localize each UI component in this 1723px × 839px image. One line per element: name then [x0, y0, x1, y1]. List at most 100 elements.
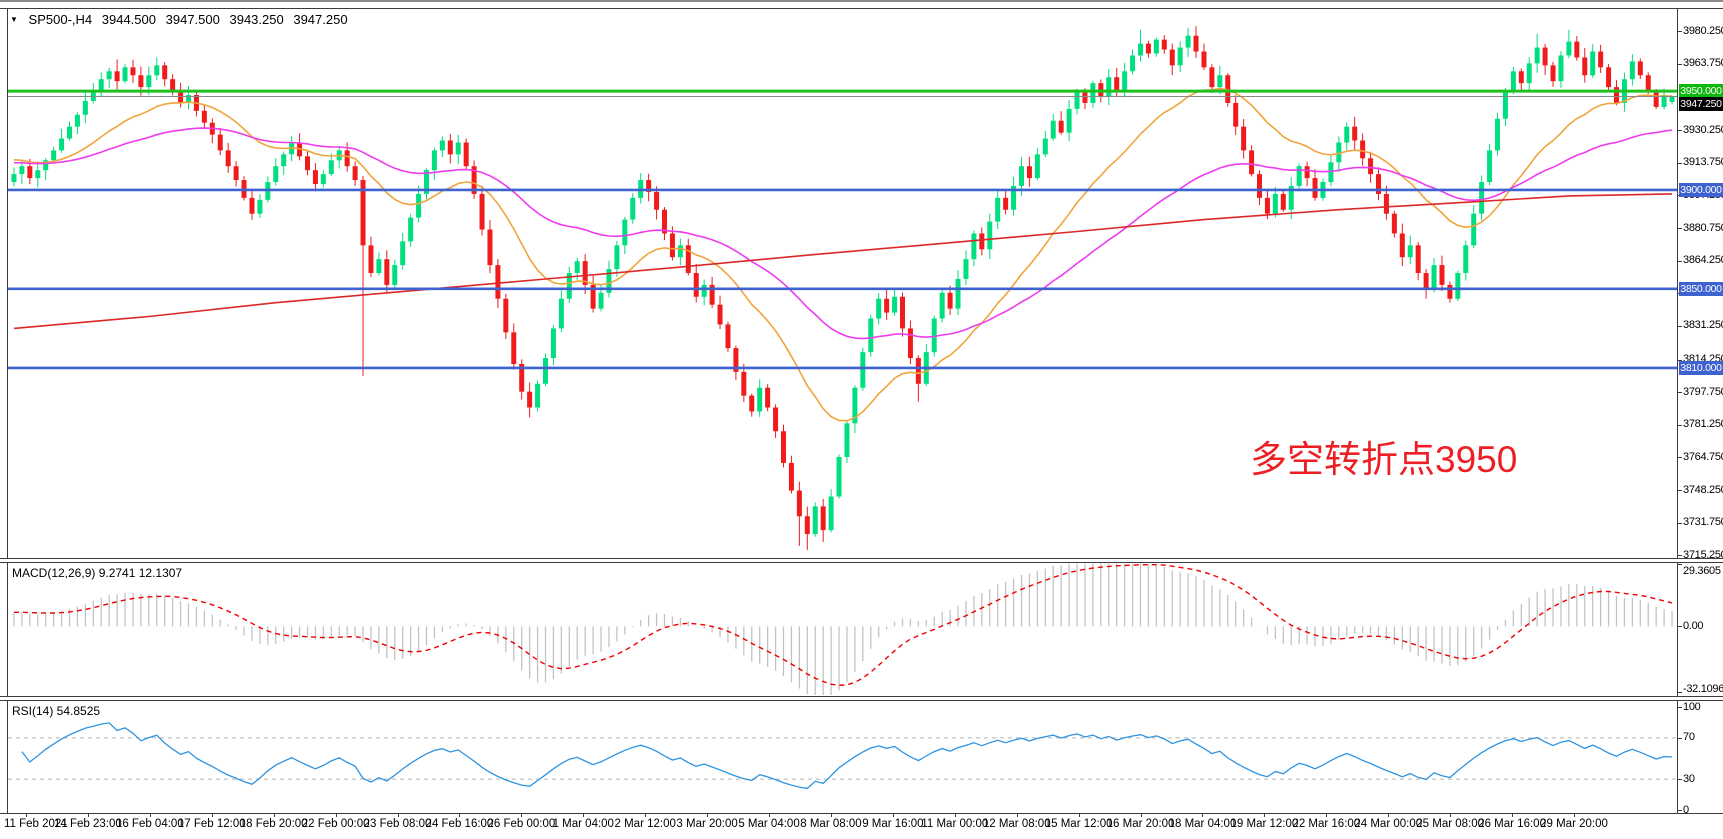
axis-tick	[336, 814, 337, 817]
candle-body	[146, 75, 152, 88]
candle-body	[352, 166, 358, 181]
candle-body	[1114, 77, 1120, 92]
axis-tick	[1202, 814, 1203, 817]
candle-body	[1669, 96, 1675, 102]
candle-body	[717, 304, 723, 325]
candle-body	[447, 140, 453, 155]
candle-body	[907, 328, 913, 359]
axis-tick	[955, 814, 956, 817]
candle-body	[431, 150, 437, 171]
candle-body	[654, 191, 660, 210]
candle-body	[1606, 67, 1612, 88]
candle-body	[1011, 186, 1017, 210]
time-axis-label: 25 Mar 08:00	[1416, 818, 1485, 830]
candle-body	[820, 506, 826, 531]
candle-body	[439, 140, 445, 151]
candle-body	[773, 407, 779, 432]
candle-body	[1034, 154, 1040, 179]
candle-body	[876, 298, 882, 319]
candle-body	[122, 67, 128, 82]
candle-body	[106, 71, 112, 80]
candle-body	[154, 65, 160, 76]
time-axis-label: 11 Mar 00:00	[921, 818, 989, 830]
chart-title-symbol: SP500-,H4	[28, 12, 93, 27]
axis-tick	[1678, 260, 1682, 262]
candle-body	[987, 221, 993, 250]
main-plot[interactable]	[7, 26, 1677, 550]
candle-body	[201, 110, 207, 123]
candle-body	[1502, 91, 1508, 119]
rsi-plot[interactable]	[8, 722, 1676, 790]
candle-body	[1241, 126, 1247, 151]
candle-body	[1471, 213, 1477, 246]
candle-body	[1257, 174, 1262, 198]
macd-axis-label: -32.1096	[1683, 683, 1723, 695]
price-tick-label: 3963.750	[1683, 57, 1723, 70]
candle-body	[781, 431, 786, 463]
candle-body	[170, 79, 176, 92]
candle-body	[233, 166, 239, 181]
candle-body	[360, 180, 366, 246]
mid-ma-line[interactable]	[13, 127, 1673, 340]
candle-body	[931, 318, 937, 353]
axis-tick	[150, 814, 151, 817]
axis-tick	[1678, 707, 1682, 708]
time-axis-label: 9 Mar 16:00	[862, 818, 924, 830]
axis-tick	[212, 814, 213, 817]
candle-body	[796, 490, 802, 517]
candle-body	[1312, 178, 1318, 198]
candle-body	[455, 142, 461, 155]
candle-body	[1510, 71, 1516, 92]
window-top-border	[0, 0, 1723, 2]
candle-body	[503, 298, 509, 333]
slow-ma-line[interactable]	[13, 193, 1673, 330]
candle-body	[860, 352, 866, 388]
candle-body	[67, 126, 72, 139]
annotation-text[interactable]: 多空转折点3950	[1250, 439, 1518, 480]
candle-body	[463, 142, 469, 167]
candle-body	[1399, 233, 1405, 258]
price-badge-3900.000: 3900.000	[1679, 182, 1723, 197]
macd-rsi-separator[interactable]	[0, 696, 1723, 701]
axis-tick	[1678, 555, 1682, 557]
candle-body	[130, 67, 136, 76]
candle-body	[1233, 102, 1239, 127]
candle-body	[368, 245, 374, 274]
candle-body	[709, 284, 715, 305]
rsi-line[interactable]	[21, 722, 1673, 790]
candle-body	[424, 170, 429, 194]
macd-plot[interactable]	[13, 563, 1673, 695]
candle-body	[19, 166, 25, 175]
time-axis-label: 24 Mar 00:00	[1354, 818, 1423, 830]
candle-body	[1439, 265, 1445, 285]
candle-body	[1653, 91, 1659, 107]
ohlc-close: 3947.250	[293, 12, 348, 27]
fast-ma-line[interactable]	[13, 87, 1672, 422]
candle-body	[527, 391, 533, 408]
candle-body	[1169, 49, 1175, 66]
candle-body	[225, 150, 231, 167]
axis-tick	[459, 814, 460, 817]
candle-body	[1558, 55, 1564, 82]
main-macd-separator[interactable]	[0, 558, 1723, 563]
candle-body	[677, 245, 683, 258]
time-axis-separator[interactable]	[0, 813, 1723, 814]
rsi-axis-label: 100	[1683, 700, 1701, 713]
axis-tick	[521, 814, 522, 817]
price-tick-label: 3797.750	[1683, 385, 1723, 398]
price-axis-separator[interactable]	[1677, 8, 1678, 814]
candle-body	[963, 259, 969, 279]
price-badge-3947.250: 3947.250	[1679, 96, 1723, 111]
price-tick-label: 3880.750	[1683, 221, 1723, 234]
symbol-dropdown-icon[interactable]: ▼	[10, 15, 18, 24]
candle-body	[519, 363, 525, 392]
candle-body	[725, 324, 731, 349]
macd-signal-line[interactable]	[14, 564, 1673, 687]
axis-tick	[1512, 814, 1513, 817]
candle-body	[1042, 138, 1048, 155]
candle-body	[1177, 47, 1183, 66]
price-tick-label: 3814.250	[1683, 353, 1723, 366]
price-tick-label: 3930.250	[1683, 123, 1723, 136]
candle-body	[320, 174, 326, 185]
